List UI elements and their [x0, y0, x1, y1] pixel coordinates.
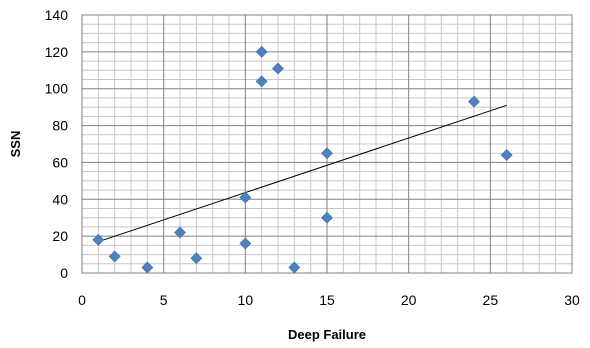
x-tick-label: 15	[319, 292, 335, 308]
y-tick-label: 100	[45, 81, 69, 97]
data-point	[255, 45, 268, 58]
data-point	[255, 75, 268, 88]
data-point	[141, 261, 154, 274]
y-tick-label: 0	[60, 265, 68, 281]
x-tick-labels: 0 5 10 15 20 25 30	[78, 292, 580, 308]
data-point	[272, 62, 284, 75]
trendline	[98, 104, 507, 243]
y-axis-title: SSN	[8, 131, 23, 158]
x-tick-label: 25	[483, 292, 499, 308]
y-tick-label: 120	[45, 44, 69, 60]
data-point	[288, 261, 301, 274]
data-point	[190, 252, 203, 265]
data-point	[468, 95, 480, 108]
x-tick-label: 20	[401, 292, 417, 308]
data-point	[321, 147, 333, 160]
x-tick-label: 5	[160, 292, 168, 308]
data-point	[92, 233, 105, 246]
y-tick-label: 60	[52, 154, 68, 170]
data-point	[239, 237, 252, 250]
x-tick-label: 0	[78, 292, 86, 308]
y-tick-label: 40	[52, 191, 68, 207]
x-axis-title: Deep Failure	[288, 327, 366, 342]
y-tick-labels: 0 20 40 60 80 100 120 140	[45, 7, 69, 281]
major-grid	[81, 14, 573, 274]
y-tick-label: 140	[45, 7, 69, 23]
data-point	[174, 226, 186, 239]
data-point	[321, 211, 333, 224]
x-tick-label: 10	[238, 292, 254, 308]
data-point	[108, 250, 121, 263]
data-point	[500, 149, 513, 161]
data-point	[239, 191, 252, 204]
x-tick-label: 30	[564, 292, 580, 308]
plot-border	[81, 14, 573, 274]
data-points	[92, 45, 513, 274]
y-tick-label: 20	[52, 228, 68, 244]
y-tick-label: 80	[52, 118, 68, 134]
